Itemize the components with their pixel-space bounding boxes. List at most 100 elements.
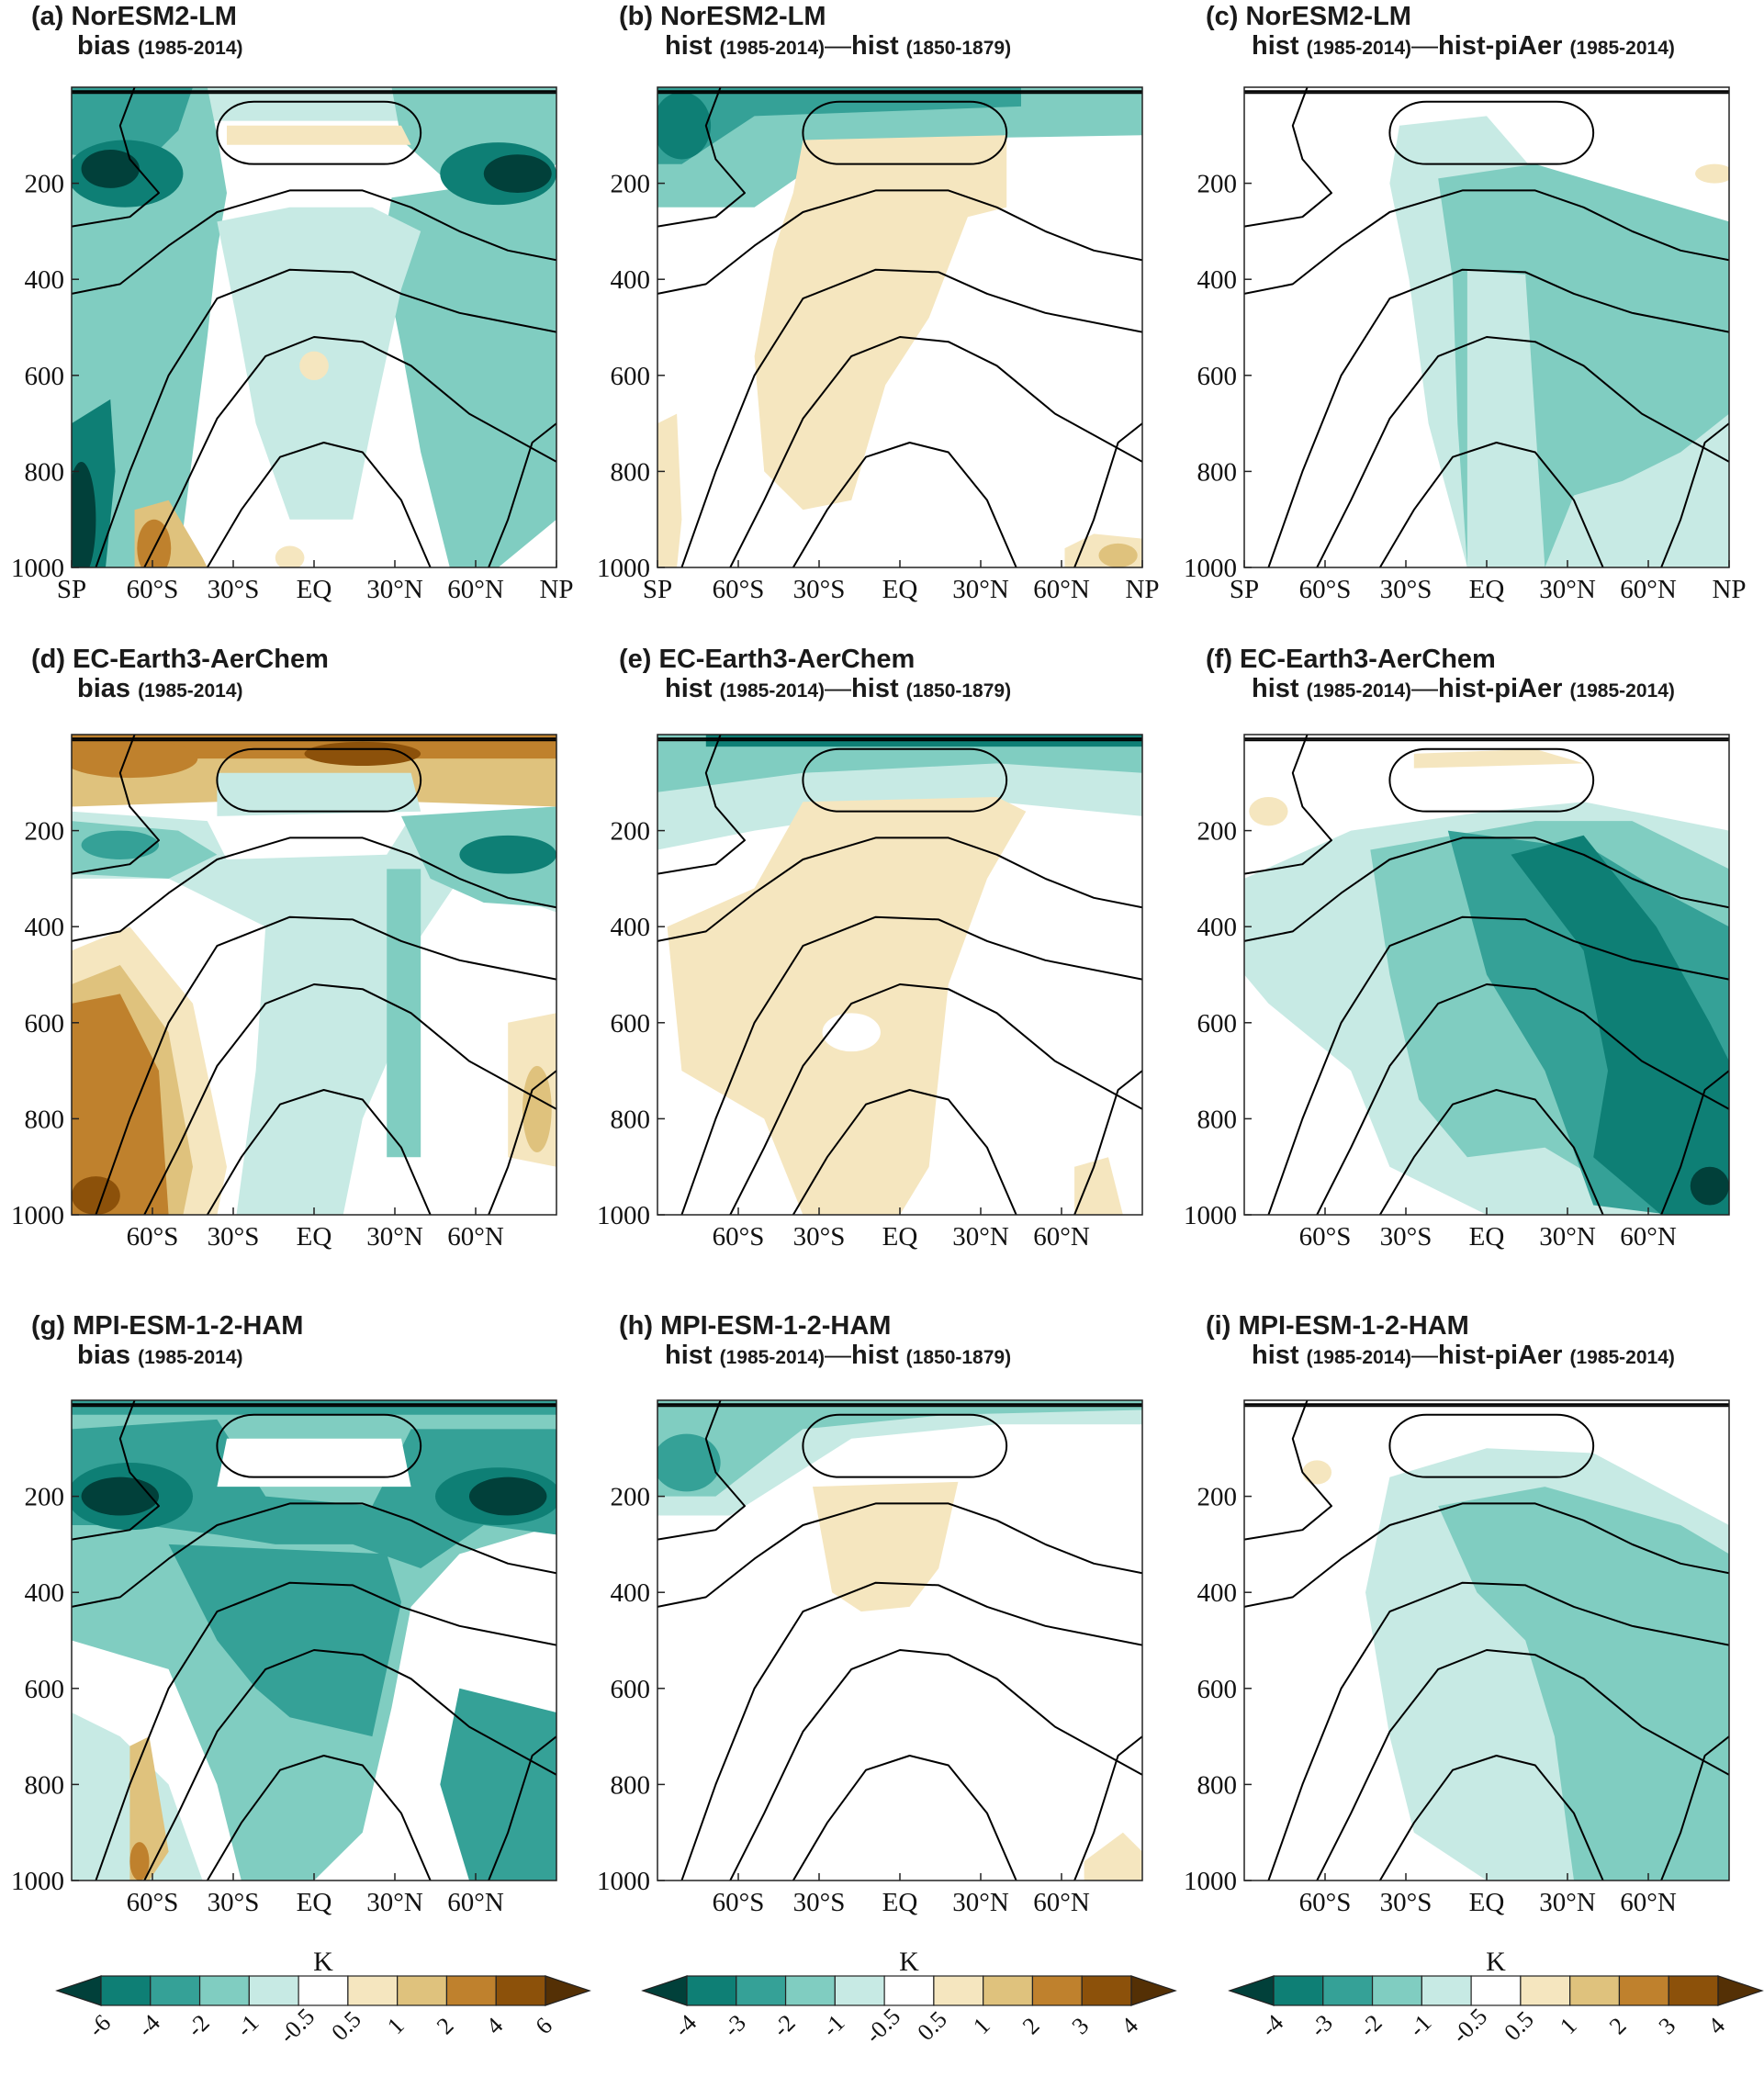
panel-title-d: (d) EC-Earth3-AerChem bias (1985-2014)	[31, 645, 329, 703]
panel-title-c: (c) NorESM2-LM hist (1985-2014)—hist-piA…	[1206, 2, 1675, 61]
colorbar-tick-label: 6	[530, 2012, 557, 2039]
colorbar-segment	[1322, 1975, 1374, 2006]
x-tick-label: 30°N	[1539, 1888, 1596, 1917]
y-tick-label: 400	[1197, 1578, 1238, 1608]
colorbar-segment	[736, 1975, 787, 2006]
shaded-region	[275, 545, 305, 567]
shaded-region	[1413, 748, 1584, 769]
contour-line	[1660, 422, 1729, 567]
contour-line	[143, 1649, 556, 1881]
shaded-region	[667, 797, 1027, 1215]
colorbar-segment	[686, 1975, 737, 2006]
x-tick-label: 60°S	[127, 1222, 179, 1252]
x-tick-label: EQ	[882, 1222, 918, 1252]
x-tick-label: NP	[539, 575, 573, 604]
y-tick-label: 800	[611, 457, 651, 487]
contour-line	[729, 1649, 1142, 1881]
shaded-region	[1098, 543, 1138, 567]
panel-title-h: (h) MPI-ESM-1-2-HAM hist (1985-2014)—his…	[619, 1311, 1012, 1370]
contour-line	[802, 100, 1008, 165]
colorbar-segment	[1081, 1975, 1132, 2006]
x-tick-label: 60°S	[1299, 1222, 1352, 1252]
x-tick-label: 60°S	[1299, 1888, 1352, 1917]
y-tick-label: 200	[611, 1483, 651, 1512]
colorbar-extend-high	[545, 1975, 591, 2006]
contour-line	[1388, 1413, 1595, 1478]
y-tick-label: 800	[611, 1770, 651, 1800]
y-tick-label: 600	[1197, 362, 1238, 391]
contour-line	[1388, 100, 1595, 165]
contour-line	[657, 87, 746, 228]
colorbar-3: K -4 -3 -2 -1 -0.5 0.5 1 2 3 4	[1228, 1947, 1764, 2049]
shaded-region	[459, 835, 556, 874]
contour-line	[72, 189, 556, 295]
shaded-region	[468, 1476, 547, 1516]
contour-line	[72, 836, 556, 942]
shaded-region	[1084, 1832, 1142, 1881]
x-tick-label: NP	[1125, 575, 1159, 604]
contour-line	[729, 336, 1142, 567]
colorbar-tick-label: 0.5	[912, 2005, 951, 2045]
shaded-region	[81, 830, 160, 859]
colorbar-tick-label: -2	[768, 2009, 801, 2042]
colorbar-segment	[495, 1975, 546, 2006]
colorbar-tick-label: -1	[817, 2009, 850, 2042]
x-tick-label: 60°N	[447, 1888, 504, 1917]
x-tick-label: 30°S	[208, 1888, 260, 1917]
y-tick-label: 200	[611, 170, 651, 199]
y-tick-label: 1000	[11, 1201, 64, 1230]
panel-e: 200 400 600 800 1000 60°S 30°S EQ 30°N 60°N	[597, 734, 1143, 1252]
contour-line	[1378, 1755, 1604, 1881]
y-tick-label: 800	[25, 1105, 65, 1134]
contour-line	[206, 1755, 432, 1881]
shaded-region	[657, 735, 1142, 792]
shaded-region	[1249, 796, 1288, 826]
y-tick-label: 400	[1197, 265, 1238, 295]
shaded-region	[227, 125, 411, 145]
shaded-region	[129, 1842, 150, 1881]
contour-line	[1316, 336, 1729, 567]
colorbar-tick-label: -0.5	[275, 2003, 320, 2049]
panel-title-a: (a) NorESM2-LM bias (1985-2014)	[31, 2, 243, 61]
contour-line	[206, 442, 432, 567]
contour-line	[216, 1413, 422, 1478]
contour-line	[72, 735, 160, 875]
contour-line	[1378, 1089, 1604, 1215]
shaded-region	[72, 1419, 556, 1568]
x-tick-label: EQ	[1469, 575, 1505, 604]
shaded-region	[387, 869, 421, 1158]
contour-line	[1267, 268, 1729, 567]
shaded-region	[657, 1400, 1142, 1497]
shaded-region	[304, 741, 421, 766]
y-tick-label: 400	[1197, 913, 1238, 942]
contour-line	[1073, 1735, 1142, 1881]
x-tick-label: SP	[57, 575, 86, 604]
contour-line	[95, 1581, 556, 1881]
shaded-region	[168, 1544, 401, 1737]
y-tick-label: 400	[611, 913, 651, 942]
contour-line	[95, 915, 556, 1215]
panel-title-g: (g) MPI-ESM-1-2-HAM bias (1985-2014)	[31, 1311, 304, 1370]
y-tick-label: 200	[25, 817, 65, 847]
y-tick-label: 800	[1197, 1770, 1238, 1800]
x-tick-label: 30°N	[366, 1888, 423, 1917]
colorbar-segment	[1371, 1975, 1422, 2006]
x-tick-label: 60°N	[1620, 575, 1677, 604]
y-tick-label: 800	[1197, 1105, 1238, 1134]
colorbar-segment	[100, 1975, 152, 2006]
colorbar-segment	[784, 1975, 836, 2006]
x-tick-label: EQ	[882, 1888, 918, 1917]
x-tick-label: 30°S	[793, 1222, 846, 1252]
contour-line	[216, 747, 422, 813]
shaded-region	[381, 174, 556, 567]
panel-h: 200 400 600 800 1000 60°S 30°S EQ 30°N 60°N	[597, 1399, 1143, 1917]
contour-line	[657, 735, 746, 875]
shaded-region	[72, 994, 169, 1215]
shaded-region	[440, 1688, 556, 1881]
colorbar-segment	[397, 1975, 448, 2006]
colorbar-segment	[445, 1975, 497, 2006]
contour-line	[72, 1400, 160, 1541]
colorbar-segment	[1031, 1975, 1083, 2006]
